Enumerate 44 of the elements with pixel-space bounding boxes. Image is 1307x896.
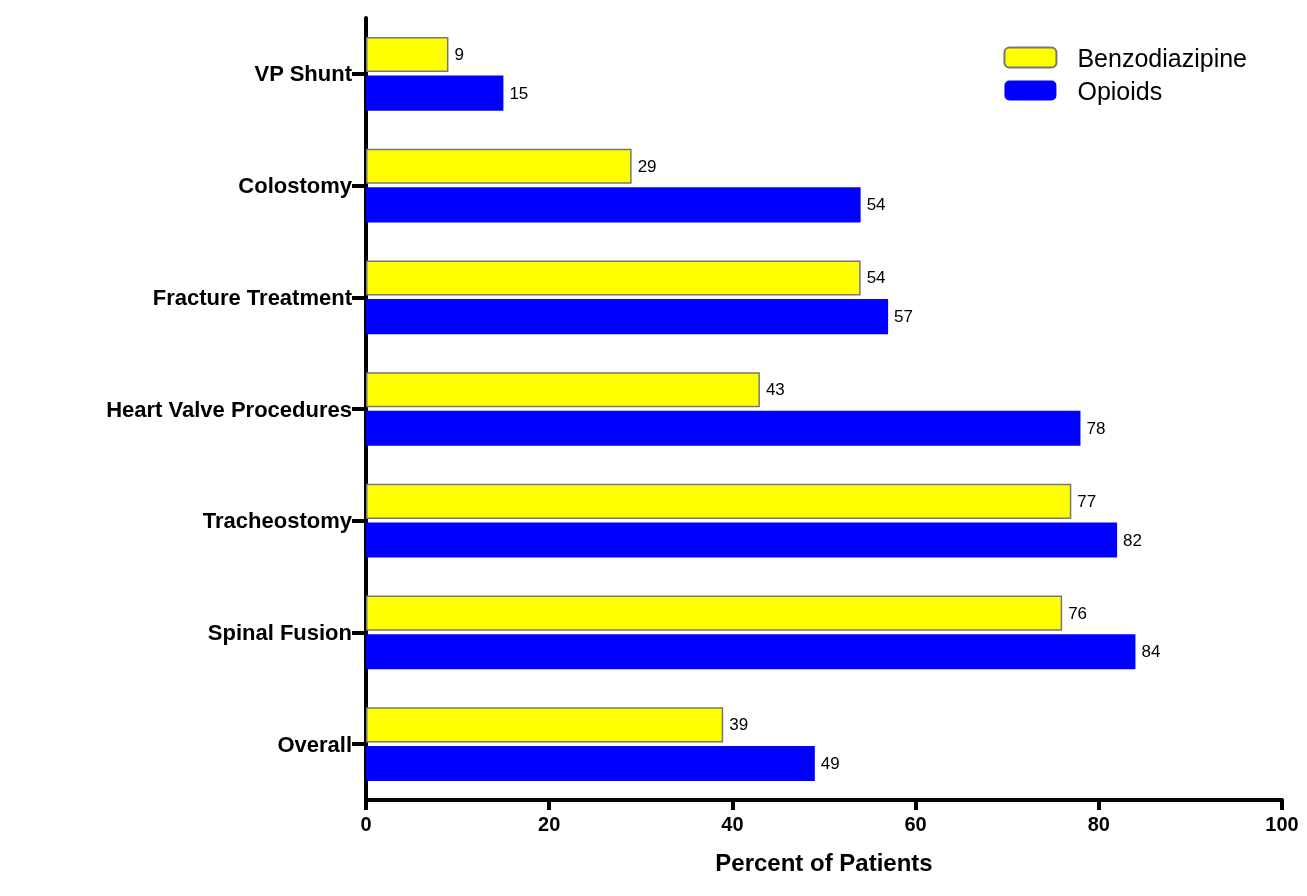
bar <box>366 522 1118 558</box>
y-tick-label: Fracture Treatment <box>152 284 353 310</box>
bar <box>366 299 889 335</box>
bar <box>366 595 1063 631</box>
data-label: 29 <box>637 156 657 176</box>
data-label: 49 <box>820 753 840 773</box>
data-label: 76 <box>1068 603 1088 623</box>
bar <box>366 410 1081 446</box>
data-label: 84 <box>1141 642 1161 662</box>
y-tick-label: Heart Valve Procedures <box>106 396 352 422</box>
y-tick-label: VP Shunt <box>254 61 353 87</box>
x-tick-label: 20 <box>538 813 561 835</box>
bar <box>366 707 724 743</box>
data-label: 54 <box>866 195 886 215</box>
data-label: 57 <box>894 307 914 327</box>
legend-label: Benzodiazipine <box>1077 43 1248 72</box>
bar <box>366 187 861 223</box>
legend-label: Opioids <box>1077 76 1163 105</box>
x-tick-label: 60 <box>904 813 927 835</box>
data-label: 54 <box>866 268 886 288</box>
y-tick-label: Overall <box>277 731 352 757</box>
data-label: 9 <box>454 45 464 65</box>
y-tick-label: Tracheostomy <box>202 508 353 534</box>
bar <box>366 260 861 296</box>
y-tick-label: Colostomy <box>238 173 353 199</box>
bar <box>366 483 1072 519</box>
x-tick-label: 100 <box>1265 813 1299 835</box>
data-label: 43 <box>765 380 785 400</box>
data-label: 82 <box>1123 530 1143 550</box>
data-label: 77 <box>1077 491 1097 511</box>
bar <box>366 634 1136 670</box>
bar <box>366 745 815 782</box>
x-tick-label: 0 <box>360 813 372 835</box>
x-axis-title: Percent of Patients <box>715 848 933 876</box>
x-tick-label: 40 <box>721 813 744 835</box>
data-label: 15 <box>509 83 529 103</box>
data-label: 78 <box>1086 418 1106 438</box>
y-tick-label: Spinal Fusion <box>207 619 352 645</box>
x-tick-label: 80 <box>1087 813 1110 835</box>
bar <box>366 75 504 111</box>
bar <box>366 36 449 73</box>
bar <box>366 372 760 408</box>
data-label: 39 <box>729 715 749 735</box>
bar <box>366 148 632 184</box>
